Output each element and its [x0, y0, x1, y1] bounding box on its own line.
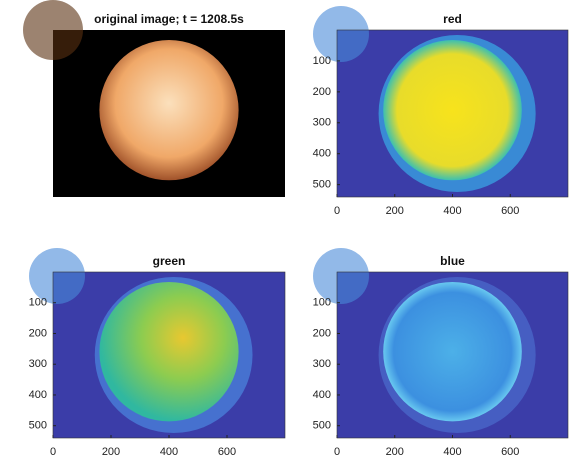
x-tick-label: 600 — [218, 446, 236, 458]
blob — [99, 282, 238, 421]
corner-glow — [313, 6, 369, 62]
y-tick-label: 400 — [313, 148, 331, 160]
y-tick-label: 500 — [29, 420, 47, 432]
blob — [383, 282, 522, 421]
y-tick-label: 100 — [313, 297, 331, 309]
x-tick-label: 0 — [334, 205, 340, 217]
y-tick-label: 500 — [313, 179, 331, 191]
x-tick-label: 0 — [334, 446, 340, 458]
y-tick-label: 200 — [313, 327, 331, 339]
y-tick-label: 100 — [313, 55, 331, 67]
corner-glow — [313, 248, 369, 304]
y-tick-label: 400 — [313, 389, 331, 401]
blob — [99, 40, 238, 180]
x-tick-label: 400 — [443, 446, 461, 458]
x-tick-label: 600 — [501, 446, 519, 458]
y-tick-label: 100 — [29, 297, 47, 309]
y-tick-label: 300 — [313, 117, 331, 129]
x-tick-label: 200 — [386, 446, 404, 458]
x-tick-label: 200 — [102, 446, 120, 458]
blob — [383, 40, 522, 180]
x-tick-label: 400 — [160, 446, 178, 458]
corner-glow — [29, 248, 85, 304]
y-tick-label: 400 — [29, 389, 47, 401]
y-tick-label: 300 — [29, 358, 47, 370]
subplot-title: original image; t = 1208.5s — [94, 12, 244, 26]
y-tick-label: 200 — [29, 327, 47, 339]
subplot-title: blue — [440, 254, 465, 268]
y-tick-label: 300 — [313, 358, 331, 370]
x-tick-label: 400 — [443, 205, 461, 217]
x-tick-label: 200 — [386, 205, 404, 217]
x-tick-label: 600 — [501, 205, 519, 217]
y-tick-label: 500 — [313, 420, 331, 432]
x-tick-label: 0 — [50, 446, 56, 458]
y-tick-label: 200 — [313, 86, 331, 98]
subplot-title: red — [443, 12, 462, 26]
corner-glow — [23, 0, 83, 60]
subplot-title: green — [153, 254, 186, 268]
figure: original image; t = 1208.5s red 0 200 400 600… — [0, 0, 569, 460]
